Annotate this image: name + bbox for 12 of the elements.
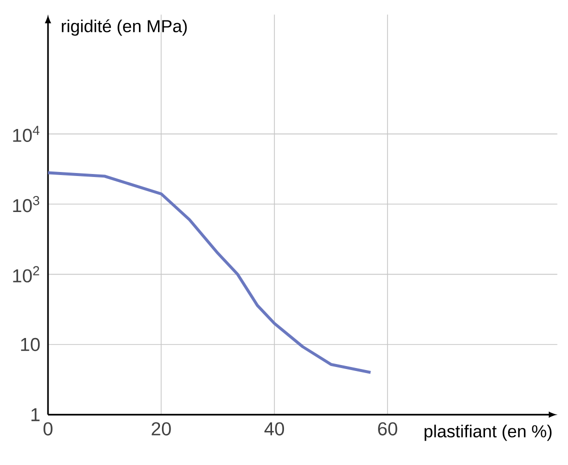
y-tick-label: 10 (21, 338, 40, 351)
y-tick-label: 10$^{4}$ (13, 126, 40, 142)
x-axis-title: plastifiant (en %) (424, 424, 552, 441)
y-tick-label: 1 (31, 408, 40, 421)
x-tick-label: 0 (44, 422, 52, 436)
x-tick-label: 60 (378, 422, 398, 436)
line-series (48, 171, 372, 374)
y-tick-label: 10$^{2}$ (13, 266, 40, 282)
x-tick-label: 20 (152, 422, 171, 436)
y-tick-label: 10$^{3}$ (13, 196, 40, 212)
x-tick-label: 40 (264, 422, 284, 436)
y-axis-title: rigidité (en MPa) (62, 19, 187, 36)
